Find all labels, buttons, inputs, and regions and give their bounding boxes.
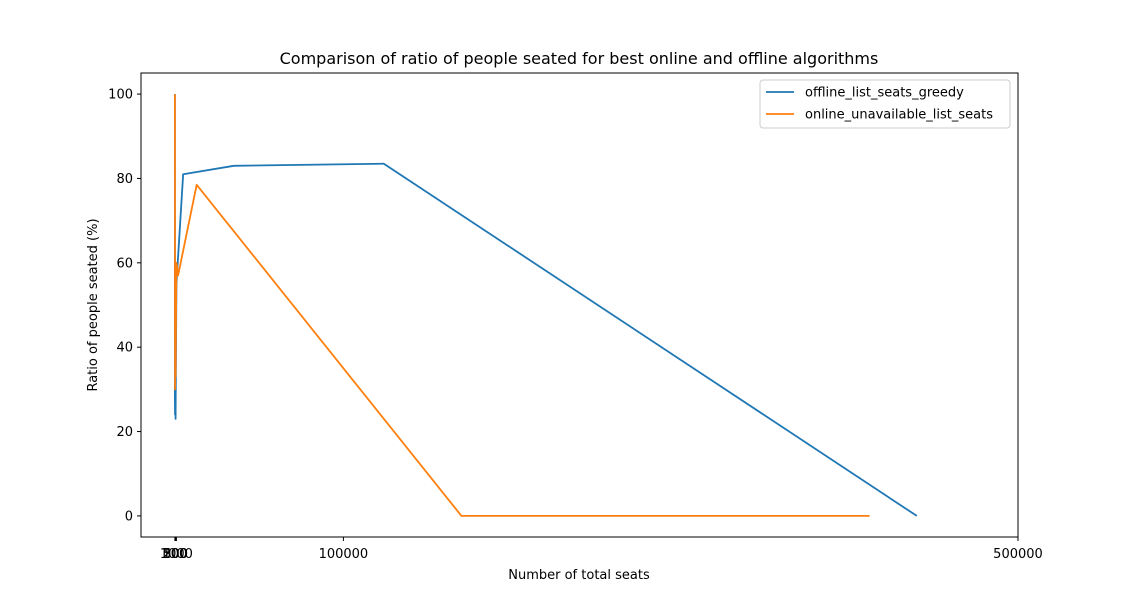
y-tick-label: 60 <box>116 256 133 271</box>
series-line-1 <box>174 94 870 517</box>
legend: offline_list_seats_greedy online_unavaila… <box>759 79 1011 129</box>
x-tick-label: 500 <box>163 547 188 562</box>
y-tick-label: 20 <box>116 425 133 440</box>
y-tick-label: 0 <box>125 509 133 524</box>
y-axis: 0 20 40 60 80 100 <box>108 88 141 524</box>
x-tick-label: 100000 <box>319 547 369 562</box>
series-line-0 <box>174 94 918 517</box>
y-tick-label: 40 <box>116 341 133 356</box>
plot-frame <box>140 72 1019 538</box>
x-tick-label: 100 <box>162 547 187 562</box>
x-tick-label: 1000 <box>160 547 193 562</box>
x-tick-label: 300 <box>163 547 188 562</box>
chart-title: Comparison of ratio of people seated for… <box>280 49 879 68</box>
y-tick-label: 100 <box>108 88 133 103</box>
legend-label: offline_list_seats_greedy <box>805 86 964 101</box>
plot-area <box>174 94 918 517</box>
x-tick-label: 500000 <box>993 547 1043 562</box>
y-tick-label: 80 <box>116 172 133 187</box>
x-tick-label: 200 <box>163 547 188 562</box>
y-axis-label: Ratio of people seated (%) <box>86 218 101 391</box>
legend-label: online_unavailable_list_seats <box>805 108 993 123</box>
legend-box <box>759 79 1011 129</box>
x-axis-label: Number of total seats <box>508 568 650 583</box>
